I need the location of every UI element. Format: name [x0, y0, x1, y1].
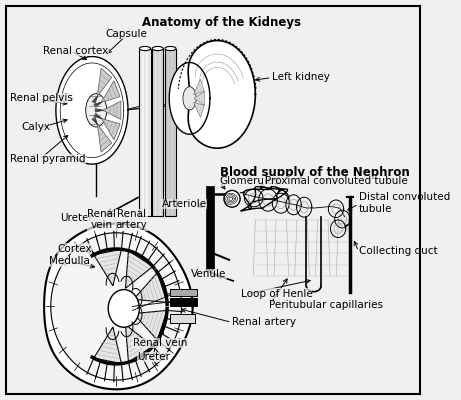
Text: Anatomy of the Kidneys: Anatomy of the Kidneys: [142, 16, 301, 29]
Bar: [165, 48, 176, 216]
Text: Renal
vein: Renal vein: [87, 209, 116, 230]
Ellipse shape: [224, 190, 240, 207]
Polygon shape: [125, 324, 153, 362]
Polygon shape: [194, 102, 204, 117]
Bar: [170, 298, 197, 306]
Ellipse shape: [86, 94, 106, 127]
Text: Renal cortex: Renal cortex: [43, 46, 108, 56]
Text: Loop of Henle: Loop of Henle: [241, 289, 312, 299]
Text: Renal artery: Renal artery: [231, 316, 296, 326]
Polygon shape: [51, 233, 182, 380]
Text: Calyx: Calyx: [21, 122, 50, 132]
Polygon shape: [134, 310, 167, 340]
Polygon shape: [101, 81, 120, 102]
Bar: [206, 186, 214, 270]
Bar: [152, 48, 163, 216]
Bar: [140, 48, 151, 216]
Text: Left kidney: Left kidney: [272, 72, 330, 82]
Text: Renal vein: Renal vein: [133, 338, 187, 348]
Polygon shape: [134, 273, 167, 302]
Text: Capsule: Capsule: [105, 29, 147, 39]
Polygon shape: [169, 62, 210, 134]
Text: Renal pyramid: Renal pyramid: [10, 154, 86, 164]
Polygon shape: [56, 56, 128, 164]
Polygon shape: [97, 68, 112, 96]
Polygon shape: [194, 79, 204, 94]
Text: Glomerulus: Glomerulus: [220, 176, 280, 186]
Text: Collecting duct: Collecting duct: [359, 246, 437, 256]
Text: Renal
artery: Renal artery: [116, 209, 148, 230]
Text: Renal pelvis: Renal pelvis: [10, 93, 73, 103]
Bar: [170, 289, 197, 296]
Ellipse shape: [140, 46, 151, 51]
Polygon shape: [44, 224, 193, 389]
Text: Cortex: Cortex: [58, 244, 92, 254]
Text: Distal convoluted
tubule: Distal convoluted tubule: [359, 192, 450, 214]
Polygon shape: [194, 91, 204, 105]
Text: Peritubular capillaries: Peritubular capillaries: [269, 300, 383, 310]
Text: Ureter: Ureter: [137, 352, 170, 362]
Text: Arteriole: Arteriole: [161, 199, 207, 209]
Ellipse shape: [152, 46, 163, 51]
Polygon shape: [188, 40, 255, 148]
Ellipse shape: [108, 290, 139, 327]
Text: Medulla: Medulla: [49, 256, 89, 266]
Text: Ureter: Ureter: [60, 212, 93, 222]
Polygon shape: [103, 101, 121, 120]
Text: Blood supply of the Nephron: Blood supply of the Nephron: [220, 166, 410, 178]
Ellipse shape: [183, 87, 196, 110]
Polygon shape: [94, 249, 122, 286]
Text: Venule: Venule: [191, 269, 226, 279]
Ellipse shape: [165, 46, 176, 51]
Polygon shape: [101, 118, 120, 140]
Text: Proximal convoluted tubule: Proximal convoluted tubule: [265, 176, 408, 186]
Polygon shape: [97, 124, 112, 152]
Polygon shape: [125, 251, 153, 288]
Polygon shape: [94, 327, 122, 364]
Bar: [170, 314, 195, 323]
